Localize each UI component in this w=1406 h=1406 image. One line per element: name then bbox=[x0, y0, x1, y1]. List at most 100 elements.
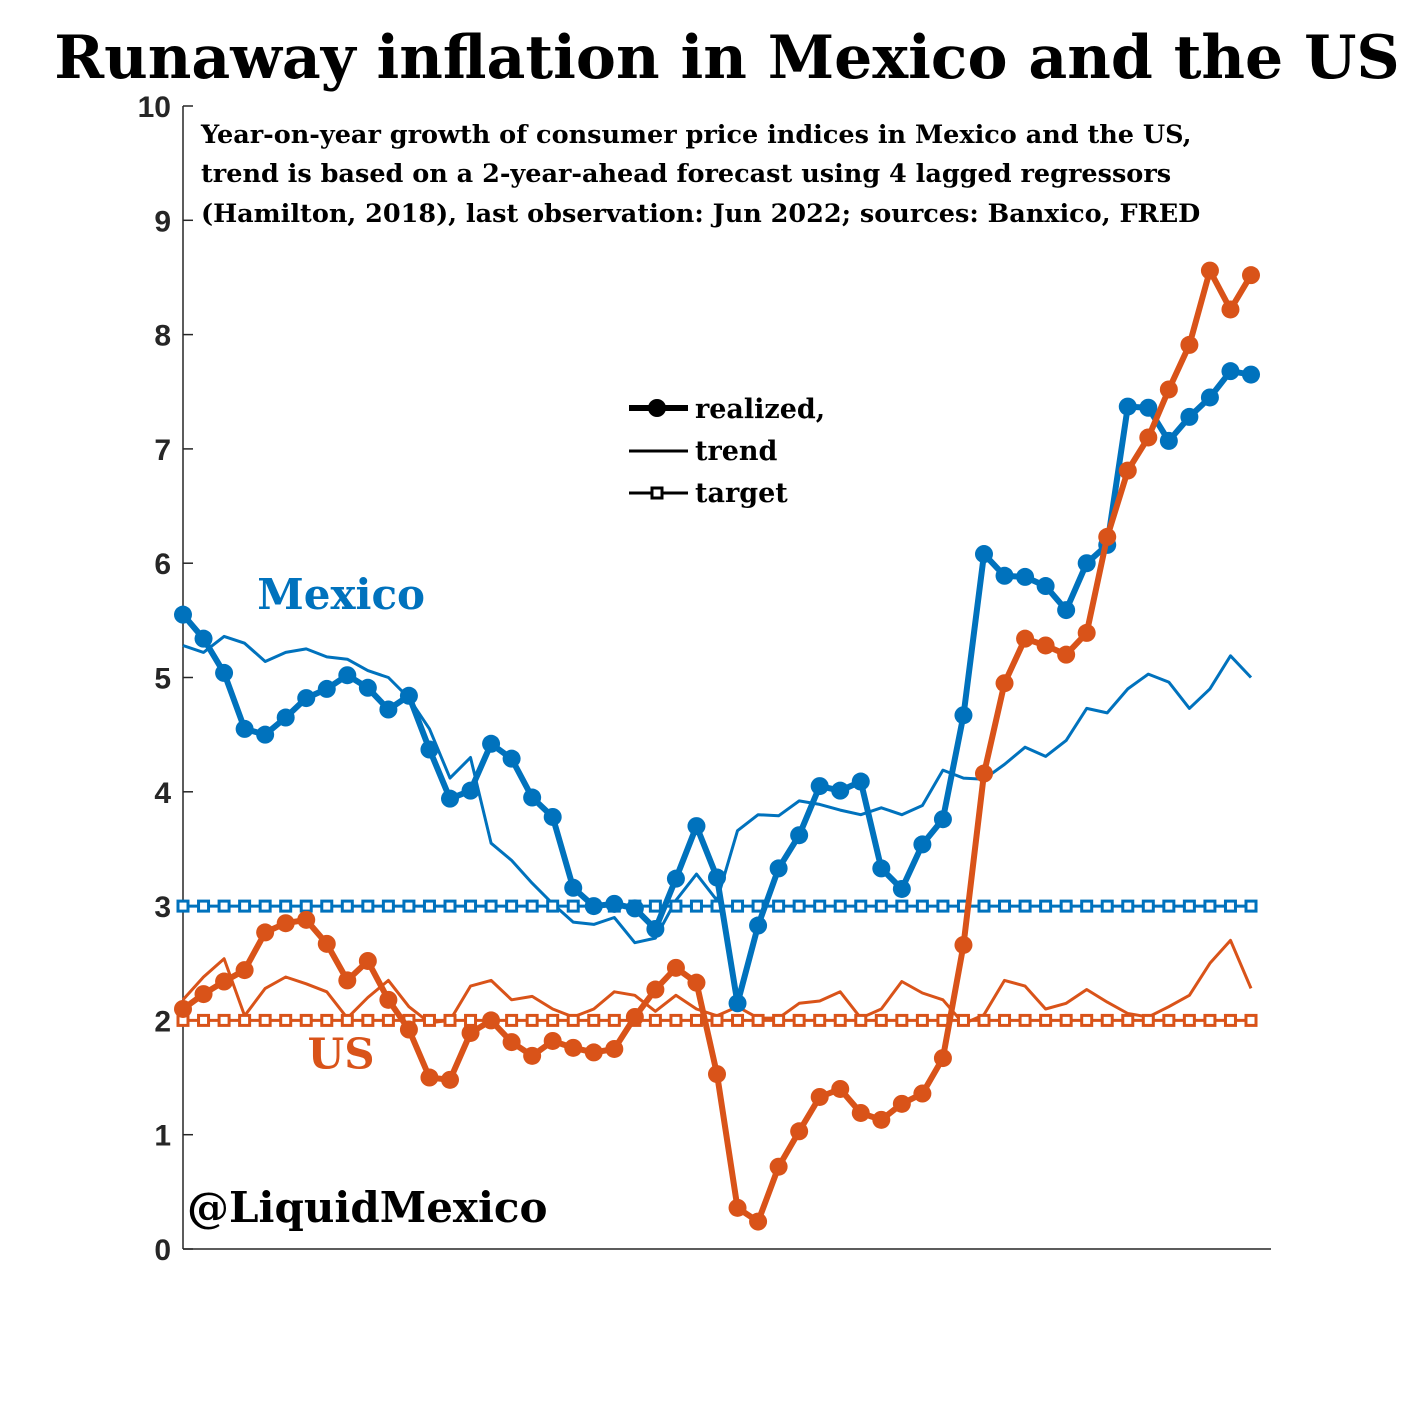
us-realized-point bbox=[215, 972, 234, 991]
us-realized-point bbox=[1200, 261, 1219, 280]
mexico-target-marker bbox=[1039, 899, 1053, 913]
us-target-marker bbox=[1244, 1013, 1258, 1027]
mexico-realized-point bbox=[1036, 577, 1055, 596]
us-realized-point bbox=[708, 1065, 726, 1084]
us-realized-point bbox=[1057, 645, 1076, 664]
us-realized-point bbox=[913, 1084, 932, 1103]
us-realized-point bbox=[954, 935, 973, 954]
mexico-target-marker bbox=[299, 899, 313, 913]
us-realized-point bbox=[646, 980, 665, 999]
subtitle-line-2: trend is based on a 2-year-ahead forecas… bbox=[201, 159, 1171, 189]
us-target-marker bbox=[197, 1013, 211, 1027]
us-target-marker bbox=[669, 1013, 683, 1027]
y-tick-label: 6 bbox=[154, 548, 171, 581]
us-target-marker bbox=[710, 1013, 724, 1027]
us-target-marker bbox=[381, 1013, 395, 1027]
mexico-target-marker bbox=[977, 899, 991, 913]
y-tick-label: 10 bbox=[138, 91, 171, 124]
us-target-marker bbox=[1059, 1013, 1073, 1027]
mexico-target-marker bbox=[689, 899, 703, 913]
us-realized-point bbox=[1139, 428, 1158, 447]
mexico-target-marker bbox=[381, 899, 395, 913]
us-target-marker bbox=[1182, 1013, 1196, 1027]
mexico-target-marker bbox=[1203, 899, 1217, 913]
legend-realized-marker-icon bbox=[648, 399, 666, 417]
us-target-marker bbox=[1203, 1013, 1217, 1027]
y-tick-label: 5 bbox=[154, 663, 171, 696]
us-realized-point bbox=[872, 1110, 891, 1129]
mexico-realized-point bbox=[728, 994, 747, 1013]
mexico-target-marker bbox=[1059, 899, 1073, 913]
mexico-target-marker bbox=[648, 899, 662, 913]
mexico-target-marker bbox=[443, 899, 457, 913]
mexico-target-marker bbox=[792, 899, 806, 913]
mexico-target-marker bbox=[731, 899, 745, 913]
us-realized-point bbox=[810, 1087, 829, 1106]
y-tick-label: 7 bbox=[154, 434, 171, 467]
mexico-realized-point bbox=[995, 566, 1014, 585]
us-target-marker bbox=[587, 1013, 601, 1027]
series-label-us: US bbox=[308, 1029, 375, 1078]
mexico-target-marker bbox=[505, 899, 519, 913]
mexico-target-marker bbox=[998, 899, 1012, 913]
mexico-realized-point bbox=[256, 725, 275, 744]
mexico-target-marker bbox=[895, 899, 909, 913]
us-realized-point bbox=[995, 674, 1014, 693]
mexico-target-marker bbox=[833, 899, 847, 913]
mexico-realized-point bbox=[523, 788, 542, 807]
us-realized-point bbox=[338, 971, 357, 990]
us-realized-point bbox=[1180, 335, 1199, 354]
mexico-target-marker bbox=[669, 899, 683, 913]
mexico-realized-point bbox=[1139, 398, 1158, 417]
legend-target-label: target bbox=[695, 478, 788, 509]
mexico-target-marker bbox=[1121, 899, 1135, 913]
mexico-realized-point bbox=[1180, 407, 1199, 426]
us-realized-point bbox=[728, 1198, 747, 1217]
us-realized-point bbox=[892, 1094, 911, 1113]
series-layer bbox=[174, 261, 1260, 1231]
us-target-marker bbox=[648, 1013, 662, 1027]
us-target-marker bbox=[1018, 1013, 1032, 1027]
us-target-marker bbox=[854, 1013, 868, 1027]
mexico-realized-point bbox=[872, 859, 891, 878]
y-tick-label: 0 bbox=[154, 1234, 171, 1267]
us-target-marker bbox=[874, 1013, 888, 1027]
mexico-realized-point bbox=[420, 740, 439, 759]
mexico-realized-point bbox=[749, 916, 768, 935]
us-realized-point bbox=[235, 961, 254, 980]
us-realized-point bbox=[749, 1212, 768, 1231]
us-target-marker bbox=[566, 1013, 580, 1027]
mexico-realized-point bbox=[399, 686, 418, 705]
us-realized-point bbox=[482, 1011, 501, 1030]
us-realized-point bbox=[523, 1046, 542, 1065]
mexico-target-marker bbox=[1182, 899, 1196, 913]
mexico-realized-point bbox=[1057, 601, 1076, 620]
mexico-realized-point bbox=[276, 708, 295, 727]
us-target-marker bbox=[340, 1013, 354, 1027]
us-target-marker bbox=[915, 1013, 929, 1027]
us-target-marker bbox=[443, 1013, 457, 1027]
mexico-realized-point bbox=[174, 605, 192, 624]
legend-target-marker-icon bbox=[650, 486, 664, 500]
us-realized-point bbox=[441, 1070, 459, 1089]
mexico-realized-point bbox=[317, 679, 336, 698]
us-realized-point bbox=[194, 985, 213, 1004]
mexico-realized-point bbox=[913, 835, 932, 854]
subtitle: Year-on-year growth of consumer price in… bbox=[200, 120, 1200, 229]
us-target-marker bbox=[772, 1013, 786, 1027]
y-tick-label: 4 bbox=[154, 777, 171, 810]
us-realized-point bbox=[399, 1020, 418, 1039]
us-target-marker bbox=[751, 1013, 765, 1027]
us-realized-point bbox=[790, 1122, 809, 1141]
mexico-realized-point bbox=[625, 899, 644, 918]
us-target-marker bbox=[731, 1013, 745, 1027]
watermark: @LiquidMexico bbox=[187, 1183, 548, 1232]
us-target-marker bbox=[895, 1013, 909, 1027]
y-tick-label: 9 bbox=[154, 205, 171, 238]
us-realized-point bbox=[1118, 461, 1137, 480]
us-target-marker bbox=[998, 1013, 1012, 1027]
us-realized-point bbox=[1098, 527, 1117, 546]
us-target-marker bbox=[258, 1013, 272, 1027]
us-realized-point bbox=[851, 1103, 870, 1122]
us-target-marker bbox=[1121, 1013, 1135, 1027]
